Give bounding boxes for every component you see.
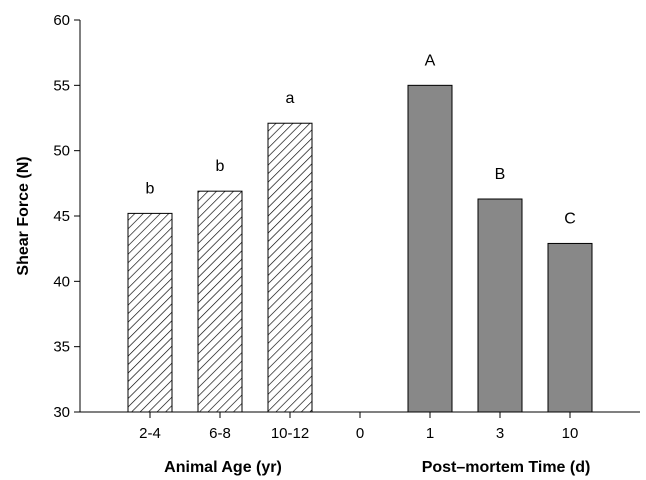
y-tick-label: 45 — [53, 208, 70, 225]
y-tick-label: 60 — [53, 12, 70, 29]
bar-10 — [547, 242, 593, 413]
x-tick-label: 1 — [426, 425, 434, 442]
bar-10-12 — [267, 122, 313, 413]
significance-letter: b — [216, 158, 225, 175]
significance-letter: B — [495, 166, 506, 183]
x-tick-label: 2-4 — [139, 425, 161, 442]
bar-2-4 — [127, 212, 173, 413]
x-tick-label: 6-8 — [209, 425, 231, 442]
bar-6-8 — [197, 190, 243, 413]
bar-3 — [477, 198, 523, 413]
y-tick-label: 50 — [53, 143, 70, 160]
x-tick-label: 10 — [562, 425, 579, 442]
significance-letter: C — [564, 210, 576, 227]
x-group-label-post-mortem-time: Post–mortem Time (d) — [422, 459, 591, 476]
significance-letter: b — [146, 180, 155, 197]
significance-letter: a — [286, 90, 295, 107]
y-tick-label: 55 — [53, 77, 70, 94]
y-tick-label: 35 — [53, 339, 70, 356]
x-tick-label: 3 — [496, 425, 504, 442]
y-axis-ticks: 30 35 40 45 50 55 60 — [53, 12, 80, 421]
y-tick-label: 30 — [53, 404, 70, 421]
bar-1 — [407, 84, 453, 413]
bars: b b a A B C — [127, 52, 593, 413]
x-tick-label: 10-12 — [271, 425, 309, 442]
y-axis-title: Shear Force (N) — [15, 156, 32, 275]
x-axis-ticks: 2-4 6-8 10-12 0 1 3 10 — [139, 412, 578, 442]
significance-letter: A — [425, 52, 436, 69]
x-group-label-animal-age: Animal Age (yr) — [164, 459, 282, 476]
y-tick-label: 40 — [53, 273, 70, 290]
x-tick-label: 0 — [356, 425, 364, 442]
